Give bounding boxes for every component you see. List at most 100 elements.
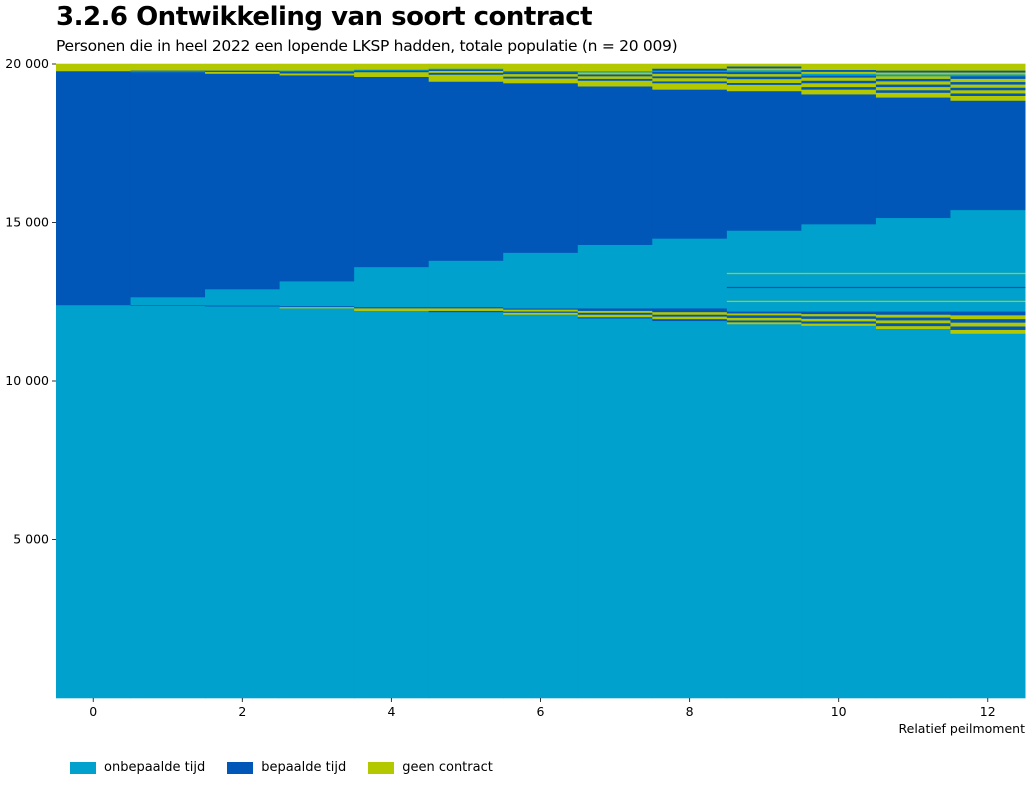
- bar-segment-geen-contract: [503, 312, 579, 315]
- bar-segment-geen-contract: [205, 71, 281, 74]
- bar-segment-bepaalde-tijd: [801, 321, 877, 324]
- bar-segment-onbepaalde-tijd: [503, 70, 579, 73]
- bar-segment-geen-contract: [801, 300, 877, 303]
- bar-segment-bepaalde-tijd: [726, 286, 802, 289]
- bar-segment-geen-contract: [950, 89, 1026, 94]
- bar-segment-bepaalde-tijd: [652, 318, 728, 322]
- bar-segment-onbepaalde-tijd: [875, 328, 951, 699]
- legend-label: geen contract: [402, 760, 493, 775]
- chart-subtitle: Personen die in heel 2022 een lopende LK…: [56, 37, 678, 55]
- bar-segment-bepaalde-tijd: [950, 70, 1026, 73]
- bar-segment-geen-contract: [726, 84, 802, 92]
- bar-segment-geen-contract: [577, 310, 653, 313]
- bar-segment-bepaalde-tijd: [205, 305, 281, 307]
- x-tick-label: 10: [831, 704, 847, 719]
- bar-segment-onbepaalde-tijd: [354, 310, 430, 699]
- bar-segment-geen-contract: [875, 92, 951, 98]
- bar-segment-bepaalde-tijd: [428, 72, 504, 75]
- bar-segment-geen-contract: [652, 311, 728, 315]
- bar-segment-bepaalde-tijd: [354, 70, 430, 73]
- bar-segment-bepaalde-tijd: [279, 75, 355, 282]
- bar-segment-bepaalde-tijd: [801, 94, 877, 225]
- bar-segment-onbepaalde-tijd: [205, 306, 281, 699]
- bar-segment-bepaalde-tijd: [801, 69, 877, 72]
- bar-segment-geen-contract: [503, 63, 579, 71]
- bar-segment-bepaalde-tijd: [726, 82, 802, 85]
- bar-segment-geen-contract: [875, 272, 951, 275]
- bar-segment-bepaalde-tijd: [875, 70, 951, 73]
- bar-segment-onbepaalde-tijd: [503, 252, 579, 309]
- legend-swatch: [70, 761, 96, 774]
- y-tick-label: 10 000: [5, 373, 49, 388]
- bar-segment-geen-contract: [875, 81, 951, 85]
- bar-segment-bepaalde-tijd: [726, 320, 802, 323]
- bar-segment-bepaalde-tijd: [801, 75, 877, 78]
- bar-segment-geen-contract: [428, 70, 504, 73]
- legend-label: bepaalde tijd: [261, 760, 347, 775]
- bar-segment-onbepaalde-tijd: [130, 305, 206, 699]
- bar-segment-bepaalde-tijd: [354, 76, 430, 268]
- bar-segment-bepaalde-tijd: [428, 69, 504, 71]
- bar-segment-bepaalde-tijd: [56, 70, 132, 306]
- bar-segment-bepaalde-tijd: [875, 322, 951, 327]
- bar-segment-onbepaalde-tijd: [726, 323, 802, 699]
- bar-segment-bepaalde-tijd: [726, 315, 802, 318]
- bar-segment-bepaalde-tijd: [652, 308, 728, 313]
- bar-segment-geen-contract: [354, 308, 430, 311]
- bar-segment-geen-contract: [652, 83, 728, 90]
- bar-segment-geen-contract: [205, 63, 281, 71]
- bar-segment-bepaalde-tijd: [950, 87, 1026, 91]
- bar-segment-bepaalde-tijd: [577, 78, 653, 81]
- bar-segment-bepaalde-tijd: [875, 78, 951, 82]
- bar-segment-geen-contract: [875, 300, 951, 303]
- bar-segment-geen-contract: [950, 300, 1026, 303]
- bar-segment-bepaalde-tijd: [875, 311, 951, 315]
- bar-segment-geen-contract: [130, 63, 206, 71]
- bar-segment-onbepaalde-tijd: [875, 74, 951, 77]
- bar-segment-geen-contract: [875, 76, 951, 79]
- bar-segment-onbepaalde-tijd: [428, 68, 504, 70]
- bar-segment-geen-contract: [801, 71, 877, 74]
- bar-segment-geen-contract: [950, 72, 1026, 75]
- bar-segment-bepaalde-tijd: [130, 70, 206, 72]
- legend-item: geen contract: [368, 760, 493, 775]
- bar-segment-bepaalde-tijd: [652, 81, 728, 84]
- legend-label: onbepaalde tijd: [104, 760, 206, 775]
- bar-segment-bepaalde-tijd: [726, 311, 802, 314]
- bar-segment-geen-contract: [577, 72, 653, 75]
- bar-segment-geen-contract: [950, 63, 1026, 71]
- bar-segment-bepaalde-tijd: [205, 70, 281, 72]
- bar-segment-onbepaalde-tijd: [950, 74, 1026, 77]
- bar-segment-onbepaalde-tijd: [428, 260, 504, 308]
- y-tick-label: 5 000: [13, 532, 49, 547]
- bar-segment-geen-contract: [354, 71, 430, 77]
- bar-segment-geen-contract: [726, 63, 802, 67]
- bar-segment-bepaalde-tijd: [875, 84, 951, 88]
- bar-segment-geen-contract: [875, 320, 951, 324]
- bar-segment-geen-contract: [652, 316, 728, 320]
- bar-segment-geen-contract: [726, 73, 802, 77]
- y-tick-label: 15 000: [5, 215, 49, 230]
- bar-segment-bepaalde-tijd: [503, 311, 579, 313]
- bar-segment-geen-contract: [950, 78, 1026, 83]
- bar-segment-bepaalde-tijd: [652, 68, 728, 71]
- legend-item: bepaalde tijd: [227, 760, 346, 775]
- bar-segment-onbepaalde-tijd: [801, 325, 877, 699]
- bar-segment-bepaalde-tijd: [801, 80, 877, 84]
- bar-segment-geen-contract: [577, 76, 653, 79]
- bar-segment-geen-contract: [726, 317, 802, 321]
- bar-segment-geen-contract: [875, 72, 951, 75]
- bar-segment-bepaalde-tijd: [726, 66, 802, 69]
- bar-segment-onbepaalde-tijd: [205, 289, 281, 306]
- bar-segment-bepaalde-tijd: [428, 81, 504, 261]
- bar-segment-geen-contract: [875, 63, 951, 71]
- bar-segment-geen-contract: [726, 78, 802, 84]
- bar-segment-bepaalde-tijd: [875, 97, 951, 219]
- legend-item: onbepaalde tijd: [70, 760, 205, 775]
- bar-segment-geen-contract: [354, 63, 430, 70]
- bar-segment-bepaalde-tijd: [652, 89, 728, 239]
- bar-segment-bepaalde-tijd: [875, 286, 951, 289]
- bar-segment-bepaalde-tijd: [354, 306, 430, 309]
- bar-segment-onbepaalde-tijd: [726, 287, 802, 301]
- bar-segment-onbepaalde-tijd: [354, 69, 430, 71]
